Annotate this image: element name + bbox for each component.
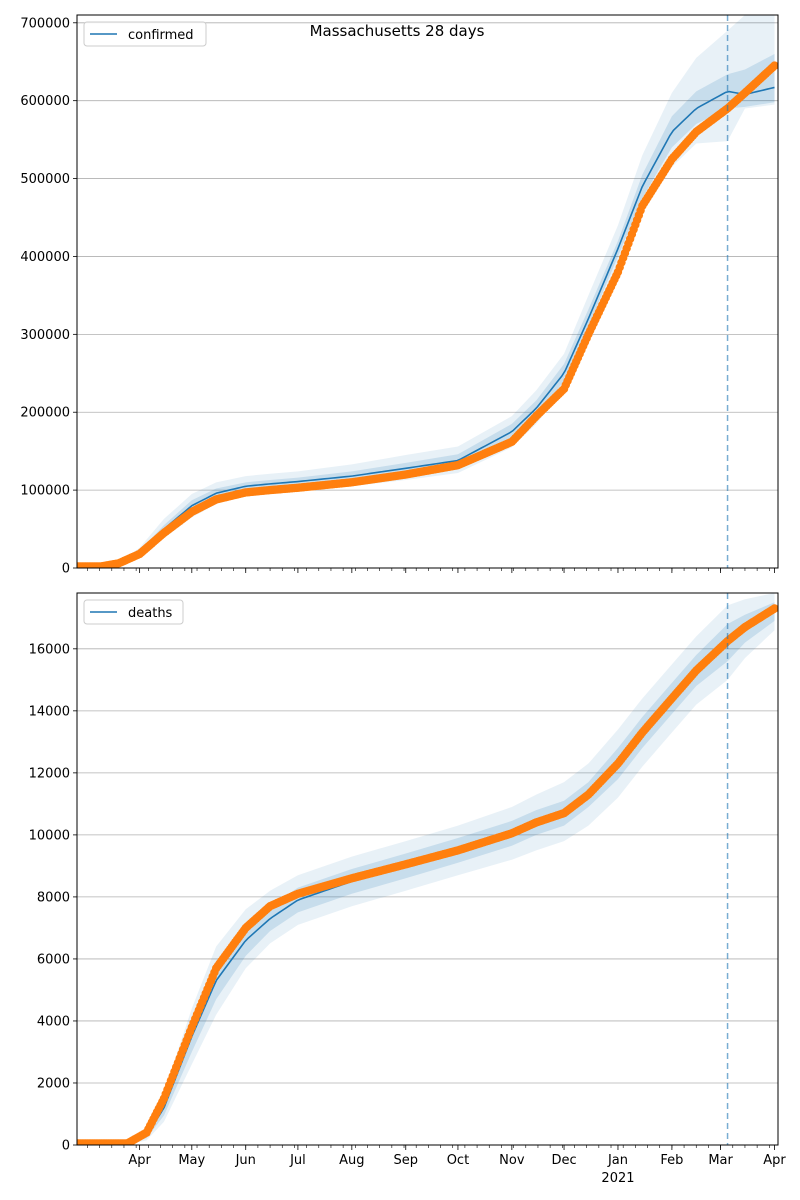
x-tick-label: Apr bbox=[763, 1153, 786, 1168]
y-tick-label: 8000 bbox=[37, 890, 70, 905]
legend: confirmed bbox=[83, 21, 207, 47]
y-tick-label: 200000 bbox=[20, 406, 70, 421]
y-tick-label: 6000 bbox=[37, 952, 70, 967]
confirmed-panel: 0 100000 200000 300000 400000 500000 600000 700… bbox=[20, 14, 779, 577]
legend-label: deaths bbox=[128, 606, 173, 621]
x-tick-label: Dec bbox=[551, 1153, 576, 1168]
x-tick-label: Nov bbox=[499, 1153, 525, 1168]
figure-title: Massachusetts 28 days bbox=[310, 22, 485, 40]
y-tick-label: 2000 bbox=[37, 1076, 70, 1091]
x-tick-label: Jun bbox=[235, 1153, 256, 1168]
y-tick-label: 4000 bbox=[37, 1014, 70, 1029]
legend-box bbox=[83, 21, 207, 47]
y-tick-label: 300000 bbox=[20, 328, 70, 343]
outer-uncertainty-band bbox=[77, 593, 775, 1145]
axes-frame bbox=[76, 592, 779, 1146]
y-tick-label: 100000 bbox=[20, 484, 70, 499]
x-tick-label: Feb bbox=[660, 1153, 683, 1168]
outer-uncertainty-band bbox=[77, 15, 775, 568]
plot-area bbox=[77, 593, 778, 1145]
y-tick-label: 16000 bbox=[29, 642, 70, 657]
plot-area bbox=[77, 15, 778, 568]
y-tick-label: 700000 bbox=[20, 16, 70, 31]
x-tick-label: Sep bbox=[393, 1153, 418, 1168]
x-tick-label: Oct bbox=[447, 1153, 469, 1168]
y-tick-label: 10000 bbox=[29, 828, 70, 843]
observed-point bbox=[770, 604, 778, 613]
y-tick-label: 500000 bbox=[20, 172, 70, 187]
y-tick-label: 12000 bbox=[29, 766, 70, 781]
deaths-panel: 0 2000 4000 6000 8000 10000 12000 14000 16000 Apr… bbox=[29, 592, 786, 1186]
legend: deaths bbox=[83, 599, 184, 625]
y-tick-label: 400000 bbox=[20, 250, 70, 265]
x-tick-label: Mar bbox=[708, 1153, 733, 1168]
legend-box bbox=[83, 599, 184, 625]
axes-frame bbox=[76, 14, 779, 569]
y-tick-label: 600000 bbox=[20, 94, 70, 109]
observed-point bbox=[770, 61, 778, 70]
x-tick-label: May bbox=[178, 1153, 205, 1168]
y-tick-label: 14000 bbox=[29, 704, 70, 719]
x-year-label: 2021 bbox=[601, 1171, 634, 1186]
y-tick-label: 0 bbox=[62, 1139, 70, 1154]
x-tick-label: Aug bbox=[339, 1153, 364, 1168]
model-line-confirmed bbox=[77, 86, 775, 568]
inner-uncertainty-band bbox=[77, 602, 775, 1145]
y-tick-label: 0 bbox=[62, 562, 70, 577]
x-tick-label: Apr bbox=[128, 1153, 151, 1168]
x-tick-label: Jan bbox=[607, 1153, 628, 1168]
x-tick-label: Jul bbox=[289, 1153, 306, 1168]
legend-label: confirmed bbox=[128, 28, 194, 43]
